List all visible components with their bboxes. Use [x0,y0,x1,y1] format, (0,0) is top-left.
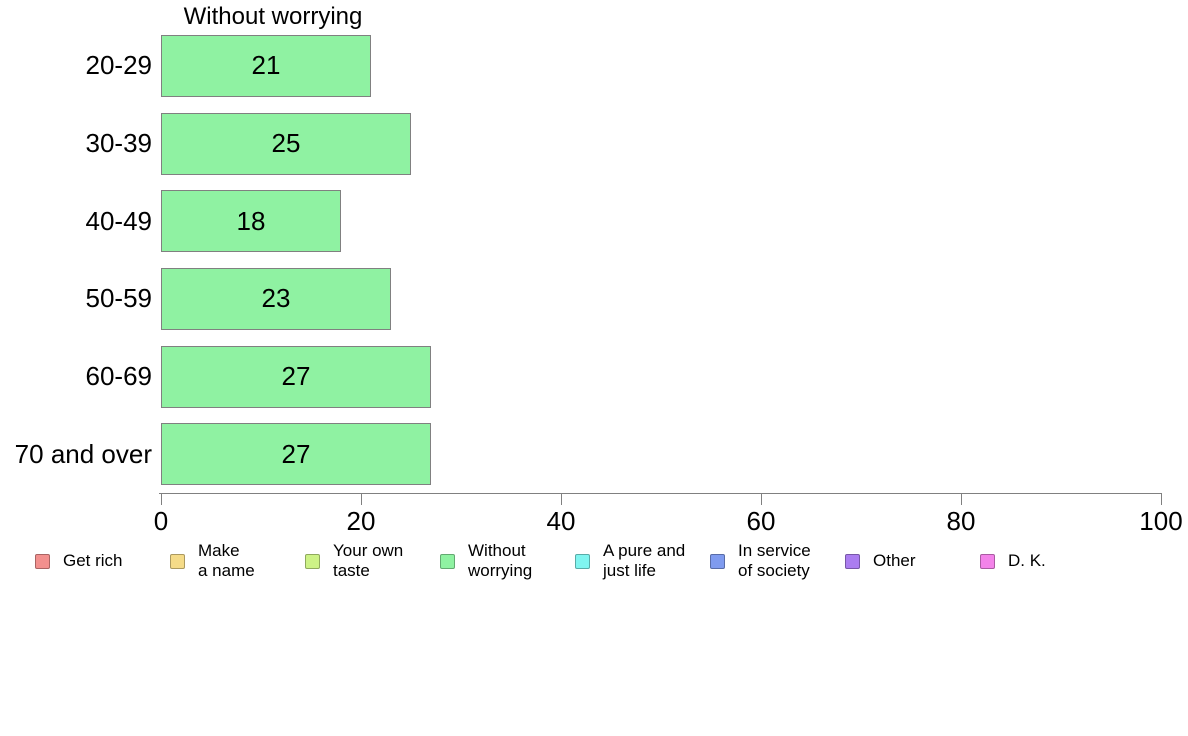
bar-area: 27 [161,338,1161,416]
bar: 23 [161,267,391,330]
x-axis-tick-label: 100 [1139,506,1183,536]
bar: 18 [161,190,341,253]
legend-item: Your own taste [305,541,440,581]
category-label: 60-69 [85,361,153,392]
category-label: 50-59 [85,283,153,314]
category-label: 40-49 [85,205,153,236]
bar-area: 23 [161,260,1161,338]
category-label: 70 and over [14,438,152,469]
bar-value-label: 18 [236,205,266,236]
legend-item: D. K. [980,551,1115,571]
legend-swatch [305,553,320,569]
bar-value-label: 25 [271,128,301,158]
plot-area: 20-29 21 30-39 25 40-49 18 50-59 23 60-69 27 70 an… [0,27,1161,493]
category-label: 30-39 [85,128,153,158]
legend-item: A pure and just life [575,541,710,581]
legend-label: Other [873,551,916,570]
legend: Get rich Make a name Your own taste Without… [35,541,1115,581]
legend-item: Without worrying [440,541,575,581]
legend-item: Get rich [35,551,170,571]
chart-row: 20-29 21 [0,27,1161,105]
x-axis-tick-mark [1161,494,1162,505]
legend-swatch [980,553,995,569]
bar-area: 27 [161,415,1161,493]
bar-value-label: 23 [261,283,291,314]
legend-label: In service of society [738,541,811,580]
bar-value-label: 21 [251,50,281,81]
bar-value-label: 27 [281,361,311,392]
x-axis-tick-mark [161,494,162,505]
chart-title: Without worrying [183,3,363,30]
legend-swatch [575,553,590,569]
chart-row: 40-49 18 [0,182,1161,260]
legend-label: Without worrying [468,541,533,580]
legend-label: D. K. [1008,551,1046,570]
legend-swatch [710,553,725,569]
legend-label: Get rich [63,551,123,570]
bar-area: 25 [161,105,1161,183]
bar: 27 [161,345,431,408]
legend-label: Your own taste [333,541,404,580]
category-label: 20-29 [85,50,153,81]
chart-row: 50-59 23 [0,260,1161,338]
bar-value-label: 27 [281,438,311,469]
legend-label: Make a name [198,541,255,580]
bar-area: 21 [161,27,1161,105]
legend-swatch [170,553,185,569]
x-axis-tick-mark [961,494,962,505]
chart-row: 70 and over 27 [0,415,1161,493]
legend-swatch [35,553,50,569]
x-axis-line [159,493,1162,494]
x-axis-tick-mark [361,494,362,505]
legend-swatch [845,553,860,569]
bar: 27 [161,423,431,486]
bar: 25 [161,112,411,175]
legend-item: In service of society [710,541,845,581]
chart-row: 30-39 25 [0,105,1161,183]
x-axis-tick-label: 0 [153,506,169,536]
legend-label: A pure and just life [603,541,686,580]
legend-item: Other [845,551,980,571]
x-axis-tick-label: 20 [346,506,376,536]
x-axis-tick-mark [561,494,562,505]
x-axis-tick-label: 60 [746,506,776,536]
x-axis-tick-mark [761,494,762,505]
legend-swatch [440,553,455,569]
x-axis-tick-label: 40 [546,506,576,536]
x-axis-tick-label: 80 [946,506,976,536]
bar: 21 [161,34,371,97]
legend-item: Make a name [170,541,305,581]
bar-area: 18 [161,182,1161,260]
chart-row: 60-69 27 [0,338,1161,416]
